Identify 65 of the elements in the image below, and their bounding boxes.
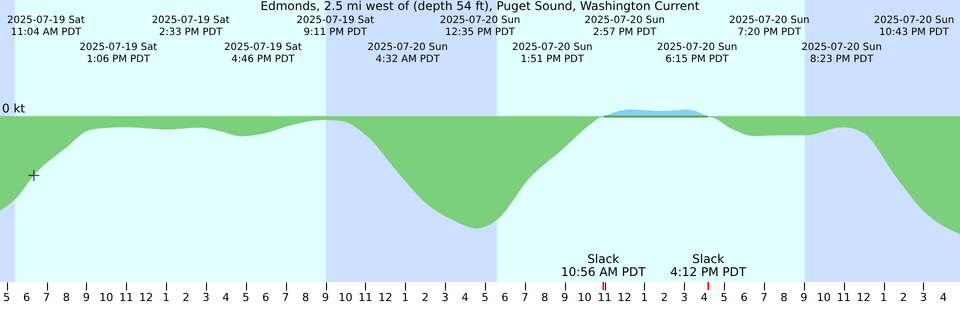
chart-title: Edmonds, 2.5 mi west of (depth 54 ft), Puget Sound, Washington Current <box>260 0 700 13</box>
text: 2025-07-20 Sun 2:57 PM PDT <box>584 15 665 38</box>
x-tick-label: 8 <box>780 291 788 304</box>
x-tick-label: 4 <box>940 291 947 304</box>
x-tick-label: 7 <box>521 291 528 304</box>
text: 2025-07-20 Sun 8:23 PM PDT <box>802 42 882 65</box>
x-tick-label: 5 <box>720 291 728 304</box>
text: 2025-07-20 Sun 10:43 PM PDT <box>874 15 954 38</box>
x-tick-label: 6 <box>740 291 748 304</box>
x-tick-label: 4 <box>700 291 708 304</box>
x-tick-label: 5 <box>3 291 10 304</box>
x-tick-label: 9 <box>800 291 808 304</box>
x-tick-label: 12 <box>856 291 871 304</box>
x-tick-label: 10 <box>578 291 592 304</box>
x-tick-label: 3 <box>680 291 688 304</box>
annotation: Slack 10:56 AM PDT <box>560 252 646 279</box>
x-tick-label: 10 <box>338 291 352 304</box>
x-tick-label: 12 <box>378 291 392 304</box>
x-tick-label: 6 <box>23 291 30 304</box>
ref-line-label: 0 kt <box>2 102 26 116</box>
x-tick-label: 7 <box>760 291 768 304</box>
x-tick-label: 9 <box>561 291 568 304</box>
text: 2025-07-19 Sat 2:33 PM PDT <box>152 15 230 38</box>
text: 2025-07-19 Sat 9:11 PM PDT <box>296 15 374 38</box>
text: 2025-07-20 Sun 6:15 PM PDT <box>656 42 738 65</box>
x-tick-label: 5 <box>242 291 250 304</box>
annotation: Slack 4:12 PM PDT <box>670 252 747 279</box>
x-tick-label: 4 <box>222 291 230 304</box>
x-tick-label: 2 <box>422 291 429 304</box>
x-tick-label: 6 <box>262 291 270 304</box>
x-tick-label: 3 <box>202 291 210 304</box>
x-tick-label: 9 <box>322 291 330 304</box>
x-tick-label: 3 <box>442 291 449 304</box>
x-tick-label: 2 <box>660 291 668 304</box>
text: 2025-07-19 Sat 11:04 AM PDT <box>7 15 85 38</box>
x-tick-label: 8 <box>302 291 310 304</box>
x-tick-label: 12 <box>139 291 154 304</box>
x-tick-label: 7 <box>43 291 50 304</box>
x-tick-label: 11 <box>598 291 612 304</box>
x-tick-label: 9 <box>82 291 90 304</box>
x-tick-label: 6 <box>501 291 508 304</box>
x-tick-label: 2 <box>182 291 190 304</box>
x-tick-label: 3 <box>920 291 927 304</box>
x-tick-label: 10 <box>816 291 831 304</box>
text: 2025-07-20 Sun 12:35 PM PDT <box>440 15 520 38</box>
x-tick-label: 10 <box>99 291 114 304</box>
x-tick-label: 7 <box>282 291 290 304</box>
x-tick-label: 1 <box>640 291 648 304</box>
x-tick-label: 5 <box>481 291 488 304</box>
x-tick-label: 8 <box>541 291 548 304</box>
x-tick-label: 1 <box>402 291 409 304</box>
text: 2025-07-20 Sun 7:20 PM PDT <box>729 15 810 38</box>
x-tick-label: 4 <box>462 291 469 304</box>
x-tick-label: 11 <box>358 291 372 304</box>
x-tick-label: 12 <box>618 291 632 304</box>
x-tick-label: 1 <box>162 291 170 304</box>
x-tick-label: 8 <box>62 291 70 304</box>
x-tick-label: 2 <box>900 291 908 304</box>
x-tick-label: 11 <box>836 291 851 304</box>
text: 2025-07-20 Sun 1:51 PM PDT <box>512 42 592 65</box>
text: 2025-07-20 Sun 4:32 AM PDT <box>368 42 448 65</box>
x-tick-label: 11 <box>119 291 134 304</box>
text: 2025-07-19 Sat 4:46 PM PDT <box>224 42 302 65</box>
text: 2025-07-19 Sat 1:06 PM PDT <box>79 42 158 65</box>
x-tick-label: 1 <box>880 291 888 304</box>
